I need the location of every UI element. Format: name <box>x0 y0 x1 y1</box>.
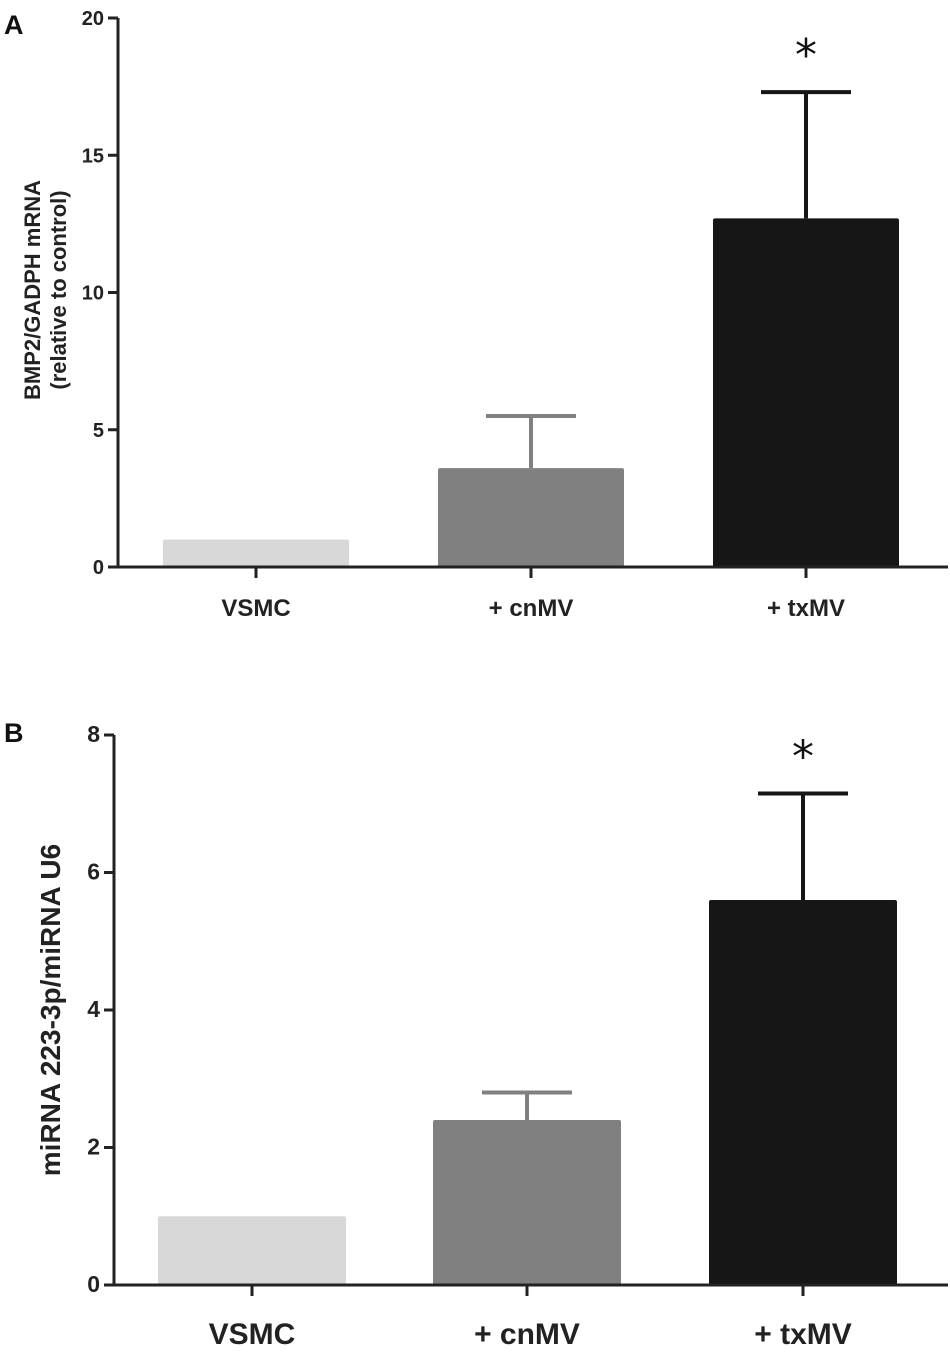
panel-b-bar-2 <box>709 900 897 1285</box>
panel-b-category-label-2: + txMV <box>754 1318 852 1351</box>
panel-a-ylabel-2: (relative to control) <box>46 190 71 389</box>
panel-b-category-label-0: VSMC <box>209 1318 296 1351</box>
panel-a-bar-1 <box>438 468 624 567</box>
panel-a-letter: A <box>4 10 24 40</box>
panel-a-category-label-0: VSMC <box>221 595 290 622</box>
panel-a-significance-marker: * <box>795 30 817 81</box>
panel-b-ytick-label-4: 8 <box>87 721 100 747</box>
panel-b-significance-marker: * <box>792 731 814 782</box>
panel-b-ytick-label-1: 2 <box>87 1134 100 1160</box>
panel-b-ytick-label-3: 6 <box>87 859 100 885</box>
panel-b-plot: * 0 2 4 6 8 VSMC + cnMV + txMV <box>87 721 948 1351</box>
panel-a-ytick-label-0: 0 <box>93 557 104 579</box>
panel-b-bar-1 <box>433 1120 621 1285</box>
panel-a: A BMP2/GADPH mRNA (relative to control) … <box>4 8 948 622</box>
panel-a-ytick-label-1: 5 <box>93 420 104 442</box>
panel-b-category-label-1: + cnMV <box>474 1318 580 1351</box>
panel-b-letter: B <box>4 718 24 748</box>
panel-a-ytick-label-3: 15 <box>82 145 104 167</box>
panel-b-ytick-label-2: 4 <box>87 996 100 1022</box>
panel-b-bar-0 <box>158 1216 346 1285</box>
panel-b-ytick-label-0: 0 <box>87 1271 100 1297</box>
panel-a-category-label-2: + txMV <box>767 595 845 622</box>
panel-a-category-label-1: + cnMV <box>489 595 574 622</box>
panel-a-plot: * 0 5 10 15 20 VSMC + cnMV + txMV <box>82 8 948 622</box>
panel-b: B miRNA 223-3p/miRNA U6 * 0 2 4 6 8 VSMC + cnMV… <box>4 718 948 1351</box>
panel-a-ytick-label-2: 10 <box>82 283 104 305</box>
panel-a-bar-2 <box>713 218 899 567</box>
panel-a-ytick-label-4: 20 <box>82 8 104 30</box>
panel-a-bar-0 <box>163 539 349 567</box>
panel-b-ylabel: miRNA 223-3p/miRNA U6 <box>35 844 66 1176</box>
panel-a-ylabel: BMP2/GADPH mRNA <box>20 180 45 400</box>
